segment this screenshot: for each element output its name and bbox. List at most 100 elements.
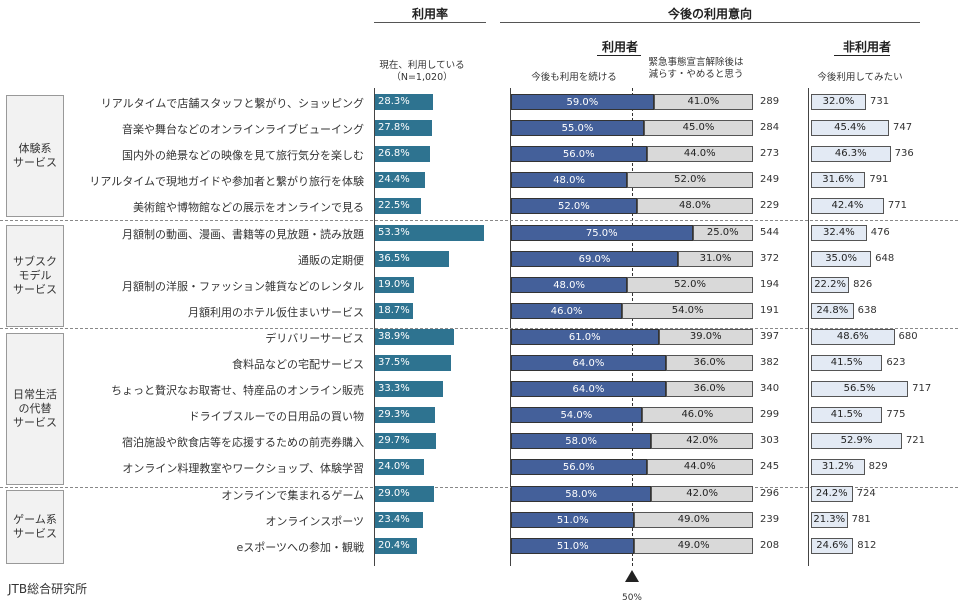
want-bar: 32.0% xyxy=(811,94,867,110)
continue-bar: 64.0% xyxy=(511,355,666,371)
continue-bar: 48.0% xyxy=(511,172,628,189)
nonuser-n: 747 xyxy=(893,122,913,134)
user-n: 397 xyxy=(760,330,780,342)
user-n: 273 xyxy=(760,148,780,160)
nonuser-n: 812 xyxy=(857,539,877,551)
usage-bar: 28.3% xyxy=(375,94,433,110)
reduce-bar: 54.0% xyxy=(622,302,753,319)
continue-bar: 51.0% xyxy=(511,511,635,528)
group-daily-life: 日常生活 の代替 サービス xyxy=(6,333,64,485)
continue-bar: 48.0% xyxy=(511,276,628,293)
usage-axis xyxy=(374,88,375,566)
reduce-bar: 46.0% xyxy=(641,407,753,424)
continue-bar: 55.0% xyxy=(511,120,645,137)
want-bar: 42.4% xyxy=(811,198,884,215)
nonuser-n: 775 xyxy=(886,409,906,421)
user-n: 194 xyxy=(760,278,780,290)
users-header: 利用者 xyxy=(601,40,638,54)
want-bar: 24.8% xyxy=(811,302,854,319)
reduce-bar: 44.0% xyxy=(646,459,753,476)
want-bar: 56.5% xyxy=(811,381,909,398)
group-game: ゲーム系 サービス xyxy=(6,490,64,564)
want-bar: 21.3% xyxy=(811,511,848,528)
user-n: 191 xyxy=(760,304,780,316)
user-n: 372 xyxy=(760,252,780,264)
user-n: 382 xyxy=(760,357,780,368)
continue-label: 今後も利用を続ける xyxy=(531,72,617,83)
reduce-bar: 31.0% xyxy=(677,250,753,267)
row-label: オンラインスポーツ xyxy=(265,514,364,528)
usage-bar: 29.3% xyxy=(375,407,435,424)
reduce-bar: 52.0% xyxy=(627,276,753,293)
nonuser-n: 638 xyxy=(857,304,877,316)
continue-bar: 54.0% xyxy=(511,407,642,424)
usage-bar: 29.0% xyxy=(375,485,435,502)
users-header-line xyxy=(597,55,641,56)
reduce-label-line2: 減らす・やめると思う xyxy=(648,69,744,80)
usage-bar: 19.0% xyxy=(375,276,414,293)
reduce-bar: 36.0% xyxy=(665,355,753,371)
reduce-bar: 49.0% xyxy=(634,537,753,554)
user-n: 299 xyxy=(760,409,780,421)
row-label: デリバリーサービス xyxy=(265,331,364,345)
user-n: 340 xyxy=(760,383,780,395)
fifty-percent-line xyxy=(632,88,633,566)
continue-bar: 56.0% xyxy=(511,146,647,163)
group-separator xyxy=(0,328,958,329)
group-subscription-label: サブスク モデル サービス xyxy=(13,255,57,296)
want-bar: 31.6% xyxy=(811,172,866,189)
current-usage-n: （N=1,020） xyxy=(391,72,453,83)
row-label: 食料品などの宅配サービス xyxy=(232,358,364,371)
user-n: 296 xyxy=(760,487,780,499)
user-n: 289 xyxy=(760,96,780,107)
current-usage-label: 現在、利用している xyxy=(379,60,465,71)
want-bar: 41.5% xyxy=(811,407,883,424)
row-label: オンラインで集まれるゲーム xyxy=(221,488,364,502)
usage-rate-header-line xyxy=(374,22,486,23)
group-separator xyxy=(0,487,958,488)
future-intent-header: 今後の利用意向 xyxy=(667,7,752,21)
reduce-bar: 42.0% xyxy=(651,433,753,450)
non-users-header: 非利用者 xyxy=(842,40,891,54)
row-label: ドライブスルーでの日用品の買い物 xyxy=(188,410,364,424)
nonuser-n: 791 xyxy=(869,174,889,186)
row-label: 国内外の絶景などの映像を見て旅行気分を楽しむ xyxy=(122,149,364,163)
usage-bar: 53.3% xyxy=(375,224,484,241)
reduce-bar: 41.0% xyxy=(653,94,753,110)
group-experience: 体験系 サービス xyxy=(6,95,64,217)
nonuser-n: 648 xyxy=(875,252,895,264)
reduce-bar: 49.0% xyxy=(634,511,753,528)
user-n: 303 xyxy=(760,435,780,447)
nonuser-n: 476 xyxy=(870,226,890,238)
user-n: 229 xyxy=(760,200,780,212)
reduce-label-line1: 緊急事態宣言解除後は xyxy=(648,57,744,68)
want-bar: 24.2% xyxy=(811,485,853,502)
reduce-bar: 36.0% xyxy=(665,381,753,398)
usage-bar: 22.5% xyxy=(375,198,421,215)
nonusers-axis xyxy=(808,88,809,566)
group-experience-label: 体験系 サービス xyxy=(13,142,57,169)
row-label: オンライン料理教室やワークショップ、体験学習 xyxy=(122,462,364,476)
want-bar: 22.2% xyxy=(811,276,850,293)
usage-bar: 26.8% xyxy=(375,146,430,163)
group-daily-life-label: 日常生活 の代替 サービス xyxy=(13,388,57,429)
want-bar: 35.0% xyxy=(811,250,872,267)
nonuser-n: 717 xyxy=(912,383,932,395)
fifty-percent-label: 50% xyxy=(621,593,642,603)
reduce-bar: 44.0% xyxy=(646,146,753,163)
reduce-bar: 52.0% xyxy=(627,172,753,189)
reduce-bar: 25.0% xyxy=(692,224,753,241)
user-n: 245 xyxy=(760,461,780,473)
group-separator xyxy=(0,220,958,221)
nonuser-n: 623 xyxy=(886,357,906,368)
nonuser-n: 781 xyxy=(851,513,871,525)
usage-bar: 18.7% xyxy=(375,302,414,319)
row-label: 美術館や博物館などの展示をオンラインで見る xyxy=(133,201,364,215)
row-label: eスポーツへの参加・観戦 xyxy=(236,540,364,554)
nonuser-n: 731 xyxy=(870,96,890,107)
nonuser-n: 680 xyxy=(898,330,918,342)
continue-bar: 75.0% xyxy=(511,224,693,241)
row-label: 月額制の動画、漫画、書籍等の見放題・読み放題 xyxy=(122,227,364,241)
nonuser-n: 829 xyxy=(868,461,888,473)
user-n: 239 xyxy=(760,513,780,525)
